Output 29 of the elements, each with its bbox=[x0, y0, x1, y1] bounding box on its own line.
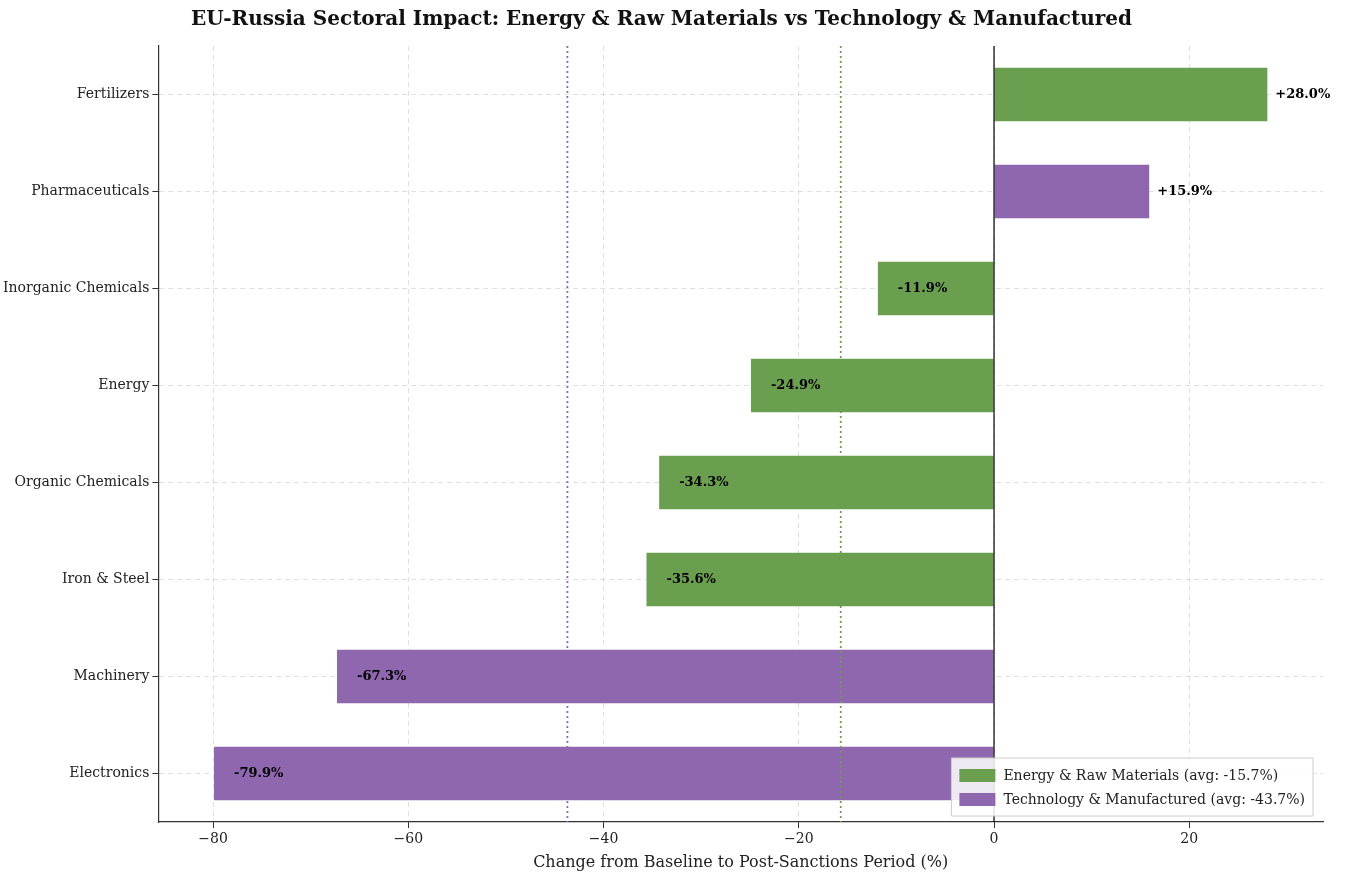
y-tick-label: Energy bbox=[98, 376, 150, 393]
legend-label: Technology & Manufactured (avg: -43.7%) bbox=[1003, 790, 1305, 807]
y-tick-label: Machinery bbox=[73, 667, 150, 684]
data-label: -67.3% bbox=[357, 667, 408, 683]
data-label: -34.3% bbox=[679, 473, 730, 489]
x-tick-label: 20 bbox=[1180, 830, 1199, 847]
x-tick-label: 0 bbox=[989, 830, 999, 847]
legend-label: Energy & Raw Materials (avg: -15.7%) bbox=[1003, 766, 1279, 783]
data-label: -24.9% bbox=[770, 376, 821, 392]
data-label: +28.0% bbox=[1275, 85, 1331, 101]
data-label: +15.9% bbox=[1157, 182, 1213, 198]
y-tick-label: Inorganic Chemicals bbox=[2, 279, 150, 296]
x-tick-label: −20 bbox=[784, 830, 814, 847]
x-tick-label: −40 bbox=[588, 830, 619, 847]
bar bbox=[994, 164, 1150, 219]
y-tick-label: Organic Chemicals bbox=[14, 473, 150, 490]
y-tick-label: Pharmaceuticals bbox=[31, 182, 150, 199]
y-tick-label: Iron & Steel bbox=[62, 570, 150, 587]
data-label: -35.6% bbox=[666, 570, 717, 586]
x-axis-title: Change from Baseline to Post-Sanctions Period (%) bbox=[533, 851, 949, 871]
chart-title: EU-Russia Sectoral Impact: Energy & Raw Materials vs Technology & Manufactured bbox=[190, 6, 1133, 31]
data-label: -11.9% bbox=[897, 279, 948, 295]
bar bbox=[877, 261, 994, 316]
y-tick-label: Fertilizers bbox=[76, 85, 150, 102]
data-label: -79.9% bbox=[234, 764, 285, 780]
bar bbox=[994, 67, 1268, 122]
y-tick-label: Electronics bbox=[69, 764, 150, 781]
x-tick-label: −80 bbox=[198, 830, 228, 847]
x-tick-label: −60 bbox=[393, 830, 424, 847]
